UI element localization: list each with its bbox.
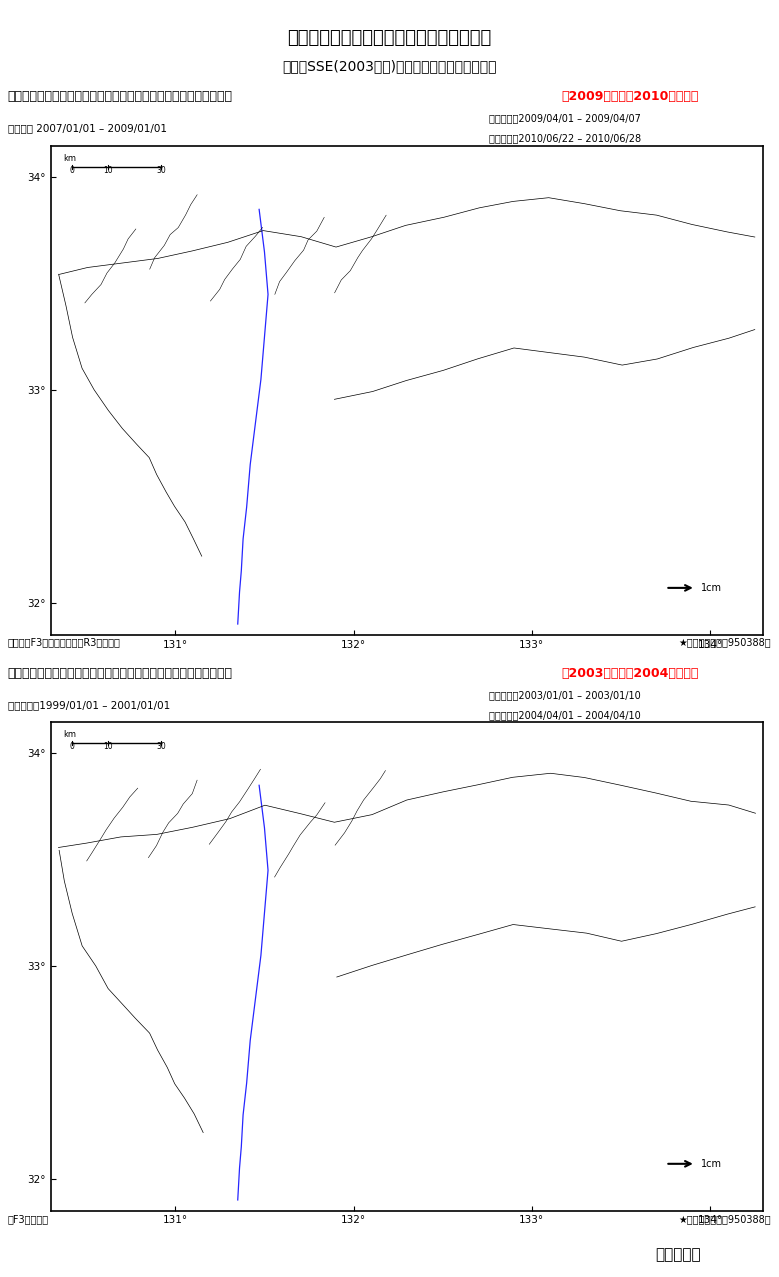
- Text: （2003年１月～2004年４月）: （2003年１月～2004年４月）: [561, 667, 699, 681]
- Text: ★固定点：三鍋（950388）: ★固定点：三鍋（950388）: [679, 637, 771, 646]
- Text: 豊後水道周辺の非定常的な地殻変動（５）: 豊後水道周辺の非定常的な地殻変動（５）: [287, 29, 492, 47]
- Text: 10: 10: [103, 166, 112, 175]
- Text: 30: 30: [157, 166, 166, 175]
- Text: １次トレンド・年周・半年周成分除去後　変動ベクトル図（水平）: １次トレンド・年周・半年周成分除去後 変動ベクトル図（水平）: [8, 667, 233, 681]
- Text: 国土地理院: 国土地理院: [655, 1246, 700, 1262]
- Text: km: km: [63, 153, 76, 162]
- Text: （2009年４月～2010年６月）: （2009年４月～2010年６月）: [561, 89, 699, 103]
- Text: 1cm: 1cm: [701, 1158, 722, 1168]
- Text: 比較期間：2004/04/01 – 2004/04/10: 比較期間：2004/04/01 – 2004/04/10: [488, 710, 640, 720]
- Text: 基準期間：2009/04/01 – 2009/04/07: 基準期間：2009/04/01 – 2009/04/07: [488, 112, 640, 123]
- Text: １次トレンド・年周・半年周成分除去後　変動ベクトル図（水平）: １次トレンド・年周・半年周成分除去後 変動ベクトル図（水平）: [8, 89, 233, 103]
- Text: 0: 0: [69, 742, 75, 751]
- Text: 計算期間 2007/01/01 – 2009/01/01: 計算期間 2007/01/01 – 2009/01/01: [8, 123, 167, 133]
- Text: 10: 10: [103, 742, 112, 751]
- Text: km: km: [63, 729, 76, 738]
- Text: 【F3最終解】: 【F3最終解】: [8, 1214, 49, 1223]
- Text: 基準期間：2003/01/01 – 2003/01/10: 基準期間：2003/01/01 – 2003/01/10: [488, 690, 640, 700]
- Text: 【基準：F3最終解　比較：R3速報解】: 【基準：F3最終解 比較：R3速報解】: [8, 637, 121, 646]
- Text: 1cm: 1cm: [701, 582, 722, 593]
- Text: 前回のSSE(2003年頃)との比較の変動ベクトル図: 前回のSSE(2003年頃)との比較の変動ベクトル図: [282, 59, 497, 73]
- Text: ★固定点：三鍋（950388）: ★固定点：三鍋（950388）: [679, 1214, 771, 1223]
- Text: 0: 0: [69, 166, 75, 175]
- Text: 30: 30: [157, 742, 166, 751]
- Text: 計算期間：1999/01/01 – 2001/01/01: 計算期間：1999/01/01 – 2001/01/01: [8, 700, 170, 710]
- Text: 比較期間：2010/06/22 – 2010/06/28: 比較期間：2010/06/22 – 2010/06/28: [488, 133, 641, 143]
